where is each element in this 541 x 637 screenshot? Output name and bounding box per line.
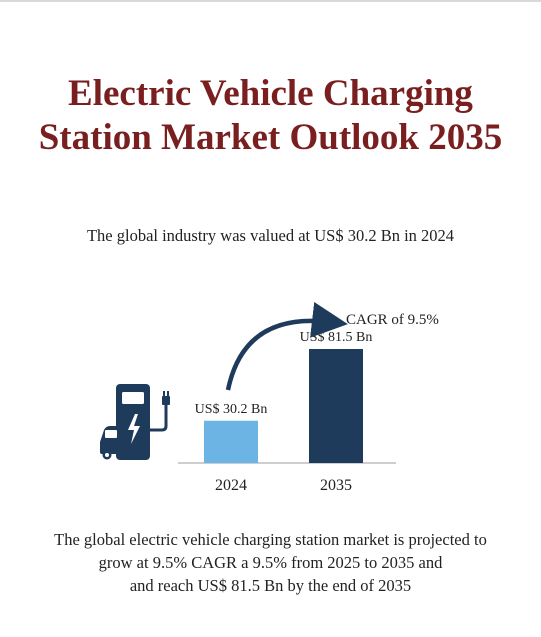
market-bar-chart: US$ 30.2 Bn US$ 81.5 Bn 2024 2035 CAGR o… [100,302,439,494]
valuation-subtitle: The global industry was valued at US$ 30… [86,226,455,245]
market-summary: The global electric vehicle charging sta… [0,528,541,597]
summary-line-1: The global electric vehicle charging sta… [54,530,487,549]
top-divider [0,0,541,2]
data-label-2035: US$ 81.5 Bn [300,330,373,345]
title-line-2: Station Market Outlook 2035 [38,117,503,158]
page-title: Electric Vehicle Charging Station Market… [0,72,541,160]
bar-2024 [204,420,258,463]
growth-arrow [225,302,348,391]
data-label-2024: US$ 30.2 Bn [195,402,268,417]
summary-line-2: grow at 9.5% CAGR a 9.5% from 2025 to 20… [98,553,443,572]
cagr-annotation: CAGR of 9.5% [346,312,439,328]
summary-line-3: and reach US$ 81.5 Bn by the end of 2035 [129,576,412,595]
title-line-1: Electric Vehicle Charging [68,73,473,114]
bar-2035 [309,349,363,463]
ev-charger-icon [100,384,170,460]
tick-label-2035: 2035 [320,477,352,494]
tick-label-2024: 2024 [215,477,247,494]
